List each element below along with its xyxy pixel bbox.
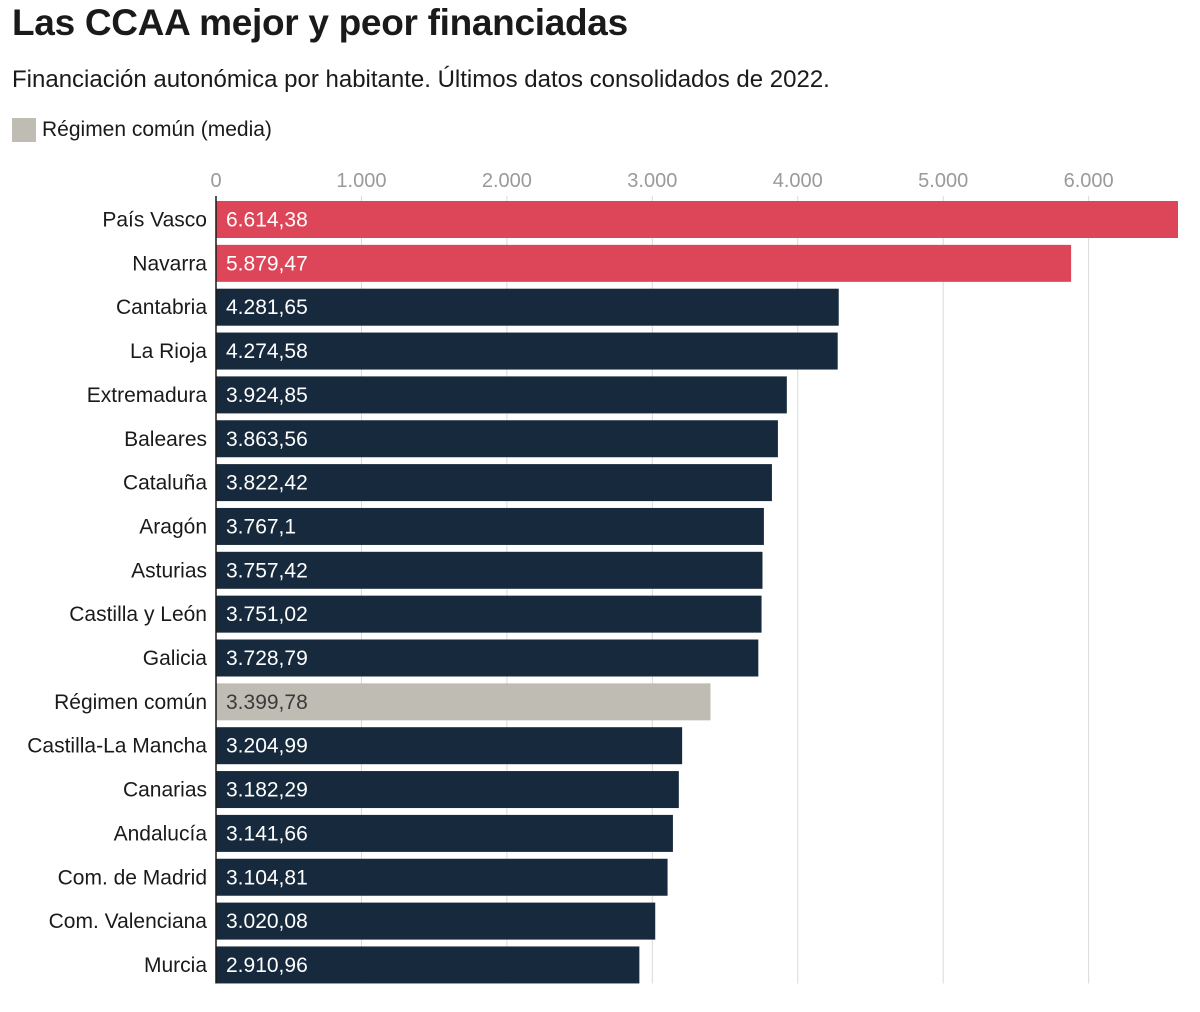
bar-value-label: 3.751,02	[226, 603, 308, 626]
legend-swatch-average	[12, 118, 36, 142]
bar	[216, 946, 640, 984]
category-label: Andalucía	[114, 822, 208, 845]
category-label: Canarias	[123, 779, 207, 802]
bar-value-label: 6.614,38	[226, 209, 308, 232]
bar	[216, 244, 1072, 282]
bar-value-label: 5.879,47	[226, 252, 308, 275]
category-label: Cantabria	[116, 296, 207, 319]
category-label: País Vasco	[102, 209, 207, 232]
legend-label-average: Régimen común (media)	[42, 118, 272, 141]
bar-value-label: 3.104,81	[226, 866, 308, 889]
bar-value-label: 3.924,85	[226, 384, 308, 407]
category-label: Navarra	[132, 252, 207, 275]
bar	[216, 201, 1178, 238]
bar	[216, 288, 839, 326]
bar-value-label: 3.182,29	[226, 779, 308, 802]
bar	[216, 551, 763, 589]
category-label: Aragón	[139, 515, 207, 538]
bar	[216, 595, 762, 633]
bar-value-label: 3.767,1	[226, 515, 296, 538]
category-label: Extremadura	[87, 384, 208, 407]
bar-value-label: 3.204,99	[226, 735, 308, 758]
bar-value-label: 3.399,78	[226, 691, 308, 714]
x-tick-label: 5.000	[918, 170, 968, 192]
bar-value-label: 4.281,65	[226, 296, 308, 319]
grid-lines	[360, 196, 1090, 984]
x-tick-label: 2.000	[482, 170, 532, 192]
x-tick-label: 4.000	[773, 170, 823, 192]
bar	[216, 858, 668, 896]
bar-value-label: 3.757,42	[226, 559, 308, 582]
bar	[216, 639, 759, 677]
category-label: Castilla-La Mancha	[27, 735, 207, 758]
x-tick-label: 3.000	[627, 170, 677, 192]
bar	[216, 814, 673, 852]
category-label: Castilla y León	[69, 603, 207, 626]
chart-title: Las CCAA mejor y peor financiadas	[12, 2, 628, 43]
bar-value-label: 3.822,42	[226, 472, 308, 495]
x-tick-label: 6.000	[1064, 170, 1114, 192]
x-tick-label: 1.000	[336, 170, 386, 192]
category-label: Baleares	[124, 428, 207, 451]
category-label: Asturias	[131, 559, 207, 582]
bar	[216, 332, 838, 370]
category-label: Galicia	[143, 647, 208, 670]
bar	[216, 727, 683, 765]
category-label: La Rioja	[130, 340, 207, 363]
bar-value-label: 3.863,56	[226, 428, 308, 451]
chart-subtitle: Financiación autonómica por habitante. Ú…	[12, 66, 830, 93]
category-label: Com. Valenciana	[49, 910, 208, 933]
category-label: Murcia	[144, 954, 207, 977]
category-labels: País Vasco Navarra Cantabria La Rioja Extrem…	[27, 209, 207, 977]
category-label: Cataluña	[123, 472, 207, 495]
bars: 6.614,38 5.879,47 4.281,65 4.274,58 3.924,85…	[216, 201, 1178, 984]
bar-value-label: 3.141,66	[226, 822, 308, 845]
bar-value-label: 3.020,08	[226, 910, 308, 933]
bar-value-label: 3.728,79	[226, 647, 308, 670]
bar	[216, 771, 679, 809]
bar	[216, 683, 711, 721]
bar	[216, 507, 764, 545]
x-axis-ticks: 0 1.000 2.000 3.000 4.000 5.000 6.000	[210, 170, 1113, 192]
bar	[216, 902, 656, 940]
x-tick-label: 0	[210, 170, 221, 192]
bar-value-label: 4.274,58	[226, 340, 308, 363]
category-label: Régimen común	[54, 691, 207, 714]
bar	[216, 420, 778, 458]
bar	[216, 464, 772, 502]
bar	[216, 376, 787, 414]
bar-value-label: 2.910,96	[226, 954, 308, 977]
legend: Régimen común (media)	[12, 118, 272, 142]
category-label: Com. de Madrid	[58, 866, 207, 889]
